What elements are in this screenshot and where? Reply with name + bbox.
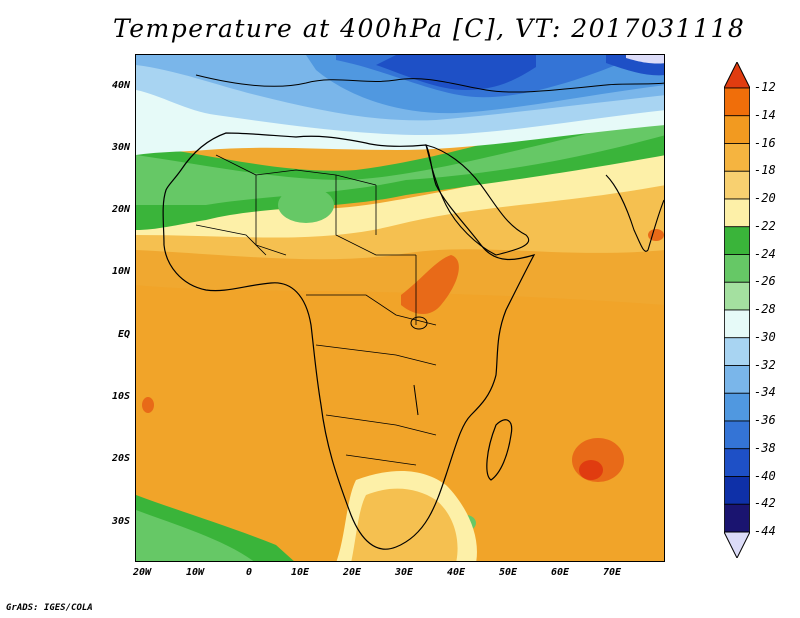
- europe-coast: [195, 74, 664, 93]
- colorbar-level-label: -30: [754, 329, 776, 344]
- x-tick-70e: 70E: [603, 567, 622, 578]
- colorbar-level-label: -14: [754, 107, 776, 122]
- x-tick-60e: 60E: [551, 567, 570, 578]
- colorbar-level-label: -34: [754, 385, 776, 400]
- colorbar-segment: [724, 309, 750, 339]
- map-title: Temperature at 400hPa [C], VT: 201703111…: [113, 14, 746, 43]
- credit-text: GrADS: IGES/COLA: [6, 603, 93, 613]
- colorbar-segment: [724, 337, 750, 366]
- y-tick-20s: 20S: [111, 453, 130, 464]
- map-frame: [135, 54, 665, 562]
- x-tick-10e: 10E: [291, 567, 310, 578]
- colorbar-level-label: -44: [754, 524, 776, 538]
- y-tick-10n: 10N: [111, 266, 130, 277]
- x-tick-50e: 50E: [499, 567, 518, 578]
- colorbar-top-arrow: [724, 62, 750, 89]
- x-tick-10w: 10W: [186, 567, 205, 578]
- colorbar-level-label: -40: [754, 468, 776, 483]
- colorbar-segment: [724, 503, 750, 533]
- y-tick-30s: 30S: [111, 516, 130, 527]
- colorbar-level-label: -16: [754, 135, 776, 150]
- colorbar-level-label: -32: [754, 357, 776, 372]
- colorbar-segment: [724, 143, 750, 172]
- colorbar-segment: [724, 170, 750, 200]
- colorbar-segment: [724, 281, 750, 311]
- colorbar-bottom-arrow: [724, 531, 750, 558]
- colorbar: [724, 62, 750, 558]
- colorbar-level-label: -18: [754, 163, 776, 178]
- colorbar-level-label: -42: [754, 496, 776, 511]
- x-tick-30e: 30E: [395, 567, 414, 578]
- y-tick-20n: 20N: [111, 204, 130, 215]
- colorbar-level-label: -20: [754, 191, 776, 205]
- colorbar-level-label: -24: [754, 246, 776, 261]
- colorbar-segment: [724, 392, 750, 422]
- arabia-outline: [425, 144, 529, 256]
- y-tick-eq: EQ: [117, 329, 130, 340]
- x-tick-40e: 40E: [447, 567, 466, 578]
- colorbar-segment: [724, 365, 750, 394]
- india-outline: [605, 174, 664, 252]
- colorbar-level-label: -38: [754, 440, 776, 455]
- colorbar-level-label: -22: [754, 218, 776, 233]
- temperature-field: [136, 55, 664, 561]
- colorbar-segment: [724, 420, 750, 450]
- y-tick-30n: 30N: [111, 142, 130, 153]
- x-tick-20w: 20W: [133, 567, 152, 578]
- x-tick-0: 0: [246, 567, 253, 578]
- lake-victoria: [410, 316, 428, 330]
- colorbar-level-label: -36: [754, 413, 776, 427]
- colorbar-segment: [724, 198, 750, 228]
- colorbar-segment: [724, 226, 750, 255]
- country-borders: [195, 154, 437, 466]
- africa-coastline: [162, 132, 536, 550]
- y-tick-40n: 40N: [111, 80, 130, 91]
- colorbar-segment: [724, 448, 750, 477]
- y-tick-10s: 10S: [111, 391, 130, 402]
- colorbar-level-label: -12: [754, 80, 776, 94]
- colorbar-segment: [724, 254, 750, 283]
- colorbar-segment: [724, 87, 750, 117]
- colorbar-segment: [724, 115, 750, 144]
- colorbar-segment: [724, 476, 750, 505]
- x-tick-20e: 20E: [343, 567, 362, 578]
- colorbar-level-label: -28: [754, 302, 776, 316]
- colorbar-level-label: -26: [754, 274, 776, 289]
- madagascar-outline: [486, 419, 513, 481]
- lake-malawi: [413, 384, 419, 416]
